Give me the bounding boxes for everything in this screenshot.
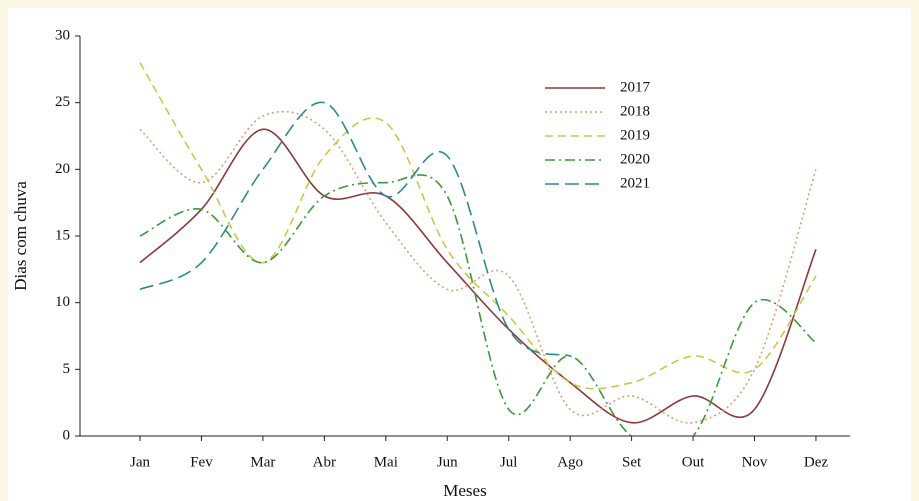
x-tick-label: Mai — [374, 454, 398, 470]
panel — [8, 8, 911, 501]
series-line — [139, 62, 817, 390]
y-tick-label: 30 — [55, 27, 70, 43]
series-line — [139, 110, 817, 424]
y-tick-label: 5 — [63, 361, 71, 377]
legend-label: 2018 — [620, 103, 650, 119]
x-tick-label: Set — [622, 454, 642, 470]
x-tick-label: Jun — [437, 454, 458, 470]
x-axis-label: Meses — [443, 481, 486, 500]
legend-label: 2019 — [620, 127, 650, 143]
legend-label: 2017 — [620, 79, 651, 95]
x-tick-label: Dez — [804, 454, 828, 470]
y-tick-label: 10 — [55, 294, 70, 310]
series-line — [139, 101, 571, 357]
x-tick-label: Jan — [130, 454, 150, 470]
y-tick-label: 15 — [55, 227, 70, 243]
x-tick-label: Fev — [190, 454, 213, 470]
legend-label: 2020 — [620, 151, 650, 167]
x-tick-label: Mar — [250, 454, 275, 470]
legend-label: 2021 — [620, 175, 650, 191]
x-tick-label: Out — [682, 454, 705, 470]
y-tick-label: 25 — [55, 94, 70, 110]
x-tick-label: Ago — [557, 454, 583, 470]
x-tick-label: Jul — [500, 454, 518, 470]
y-tick-label: 0 — [63, 427, 71, 443]
y-tick-label: 20 — [55, 161, 70, 177]
y-axis-label: Dias com chuva — [11, 181, 30, 291]
series-line — [139, 128, 817, 424]
x-tick-label: Abr — [313, 454, 336, 470]
x-tick-label: Nov — [742, 454, 768, 470]
series-line — [139, 174, 817, 436]
